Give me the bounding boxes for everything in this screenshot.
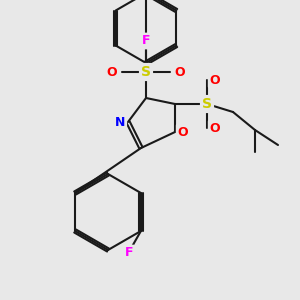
Text: O: O [210,74,220,86]
Text: O: O [210,122,220,134]
Text: N: N [115,116,125,128]
Text: O: O [175,65,185,79]
Text: F: F [125,247,133,260]
Text: F: F [142,34,150,47]
Text: O: O [178,125,188,139]
Text: S: S [141,65,151,79]
Text: O: O [107,65,117,79]
Text: S: S [202,97,212,111]
